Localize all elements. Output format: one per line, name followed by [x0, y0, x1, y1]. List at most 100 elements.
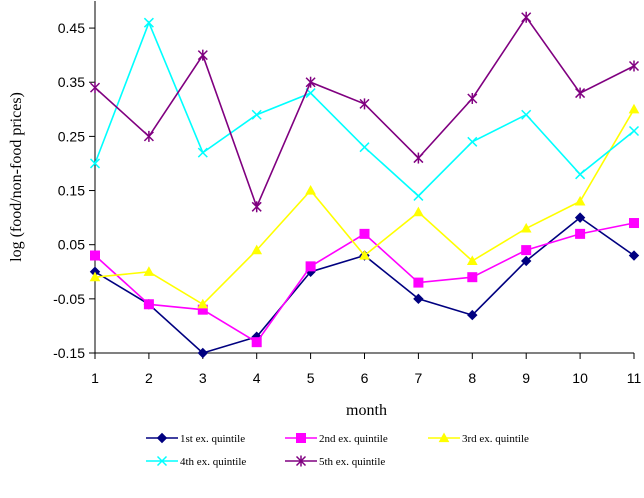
data-point	[143, 266, 155, 276]
marker-stroke	[467, 136, 478, 147]
data-point	[413, 293, 424, 305]
y-tick-label: -0.05	[53, 291, 85, 307]
legend-label: 2nd ex. quintile	[319, 433, 388, 445]
legend-marker	[296, 433, 306, 443]
data-point	[629, 218, 639, 229]
data-point	[520, 255, 532, 267]
data-point	[467, 309, 478, 321]
data-point	[413, 152, 424, 164]
data-point	[89, 271, 101, 282]
series-4	[89, 17, 640, 201]
data-point	[251, 337, 262, 348]
marker-stroke	[521, 109, 532, 120]
marker-stroke	[197, 147, 208, 158]
legend-item: 2nd ex. quintile	[285, 433, 388, 445]
data-point	[305, 76, 316, 88]
data-point	[521, 109, 532, 120]
legend-item: 3rd ex. quintile	[428, 432, 529, 445]
data-point	[251, 109, 262, 120]
data-point	[575, 228, 586, 239]
x-tick-label: 4	[253, 370, 261, 386]
data-point	[521, 245, 532, 256]
x-tick-label: 5	[307, 370, 315, 386]
data-point	[467, 136, 478, 147]
y-tick-label: 0.05	[58, 237, 85, 253]
axes: -0.15 -0.05 0.05 0.15 0.25 0.35 0.45 1 2 3 4 5 6 7 8 9 1…	[53, 1, 641, 386]
legend-marker	[295, 455, 307, 467]
y-tick-label: -0.15	[53, 345, 85, 361]
y-axis-title: log (food/non-food prices)	[8, 92, 25, 262]
data-point	[197, 49, 208, 61]
legend-item: 1st ex. quintile	[146, 432, 245, 445]
y-tick-label: 0.45	[58, 20, 85, 36]
data-point	[520, 222, 532, 233]
legend-label: 3rd ex. quintile	[462, 433, 529, 445]
x-tick-label: 2	[145, 370, 153, 386]
data-point	[628, 103, 640, 114]
data-point	[575, 87, 586, 99]
data-point	[143, 17, 154, 28]
series-layer	[89, 11, 640, 359]
data-point	[359, 98, 370, 110]
data-point	[628, 125, 640, 136]
data-point	[197, 347, 209, 359]
data-point	[305, 185, 316, 195]
data-point	[575, 169, 586, 180]
data-point	[251, 244, 263, 255]
legend-marker	[438, 432, 450, 443]
x-tick-label: 11	[627, 370, 642, 386]
legend-item: 5th ex. quintile	[285, 455, 385, 468]
data-point	[467, 272, 478, 283]
series-5	[89, 11, 640, 213]
series-line	[94, 108, 635, 306]
data-point	[90, 250, 100, 261]
data-point	[574, 195, 586, 206]
legend-marker	[156, 432, 168, 444]
series-line	[94, 15, 635, 209]
series-3	[89, 103, 640, 309]
marker-stroke	[359, 142, 370, 153]
data-point	[89, 158, 101, 169]
data-point	[521, 11, 532, 23]
y-tick-label: 0.25	[58, 128, 85, 144]
legend-label: 4th ex. quintile	[180, 456, 246, 468]
data-point	[628, 250, 640, 261]
data-point	[413, 277, 424, 288]
series-line	[94, 222, 635, 344]
legend-label: 1st ex. quintile	[180, 433, 245, 445]
legend-label: 5th ex. quintile	[319, 456, 385, 468]
x-tick-label: 9	[522, 370, 530, 386]
data-point	[359, 228, 370, 239]
x-tick-label: 6	[361, 370, 369, 386]
data-point	[628, 60, 640, 72]
marker-stroke	[575, 169, 586, 180]
data-point	[466, 255, 478, 266]
marker-stroke	[156, 455, 168, 467]
data-point	[359, 142, 370, 153]
data-point	[413, 190, 424, 201]
marker-stroke	[143, 17, 154, 28]
legend-item: 4th ex. quintile	[146, 455, 246, 468]
series-2	[90, 218, 639, 348]
marker-stroke	[628, 125, 640, 136]
marker-stroke	[305, 88, 316, 99]
data-point	[359, 249, 370, 260]
x-tick-label: 1	[91, 370, 99, 386]
x-tick-label: 10	[572, 370, 588, 386]
data-point	[143, 130, 154, 142]
marker-stroke	[89, 158, 101, 169]
data-point	[574, 212, 586, 223]
x-tick-label: 7	[415, 370, 423, 386]
data-point	[143, 299, 154, 310]
y-tick-label: 0.35	[58, 74, 85, 90]
marker-stroke	[251, 109, 262, 120]
data-point	[197, 298, 209, 309]
marker-stroke	[413, 190, 424, 201]
data-point	[197, 147, 208, 158]
data-point	[413, 206, 424, 217]
data-point	[251, 201, 262, 213]
data-point	[467, 92, 478, 104]
legend: 1st ex. quintile 2nd ex. quintile 3rd ex. …	[146, 432, 529, 468]
legend-marker	[156, 455, 168, 467]
